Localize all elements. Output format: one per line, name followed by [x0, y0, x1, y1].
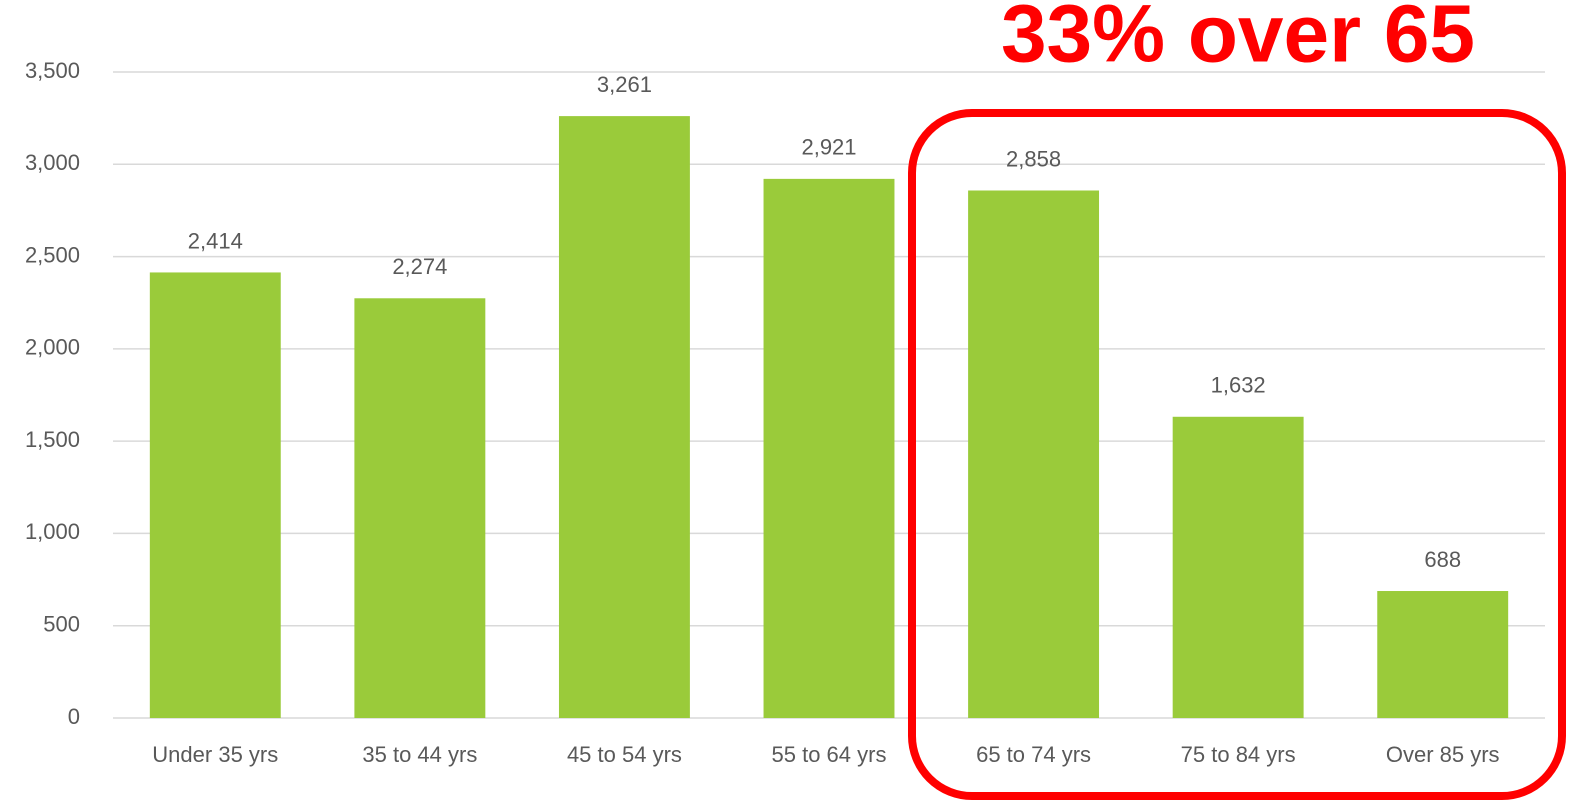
bar	[1172, 416, 1304, 718]
data-label: 2,274	[392, 254, 447, 279]
x-tick-label: 75 to 84 yrs	[1181, 742, 1296, 767]
y-tick-label: 1,000	[25, 519, 80, 544]
x-tick-label: 65 to 74 yrs	[976, 742, 1091, 767]
y-tick-label: 2,000	[25, 335, 80, 360]
data-label: 1,632	[1211, 373, 1266, 398]
bar	[1377, 591, 1509, 718]
y-tick-label: 3,500	[25, 58, 80, 83]
y-tick-label: 500	[43, 612, 80, 637]
x-tick-label: 35 to 44 yrs	[362, 742, 477, 767]
y-tick-label: 3,000	[25, 150, 80, 175]
x-tick-label: Under 35 yrs	[152, 742, 278, 767]
y-tick-label: 0	[68, 704, 80, 729]
data-label: 2,921	[801, 135, 856, 160]
data-label: 2,858	[1006, 146, 1061, 171]
x-tick-label: 55 to 64 yrs	[772, 742, 887, 767]
bar	[149, 272, 281, 718]
y-tick-label: 1,500	[25, 427, 80, 452]
data-label: 2,414	[188, 228, 243, 253]
x-tick-label: 45 to 54 yrs	[567, 742, 682, 767]
highlight-box	[908, 109, 1566, 800]
data-label: 3,261	[597, 72, 652, 97]
y-tick-label: 2,500	[25, 242, 80, 267]
data-label: 688	[1424, 547, 1461, 572]
bar	[354, 298, 486, 718]
x-tick-label: Over 85 yrs	[1386, 742, 1500, 767]
bar	[558, 116, 690, 719]
bar	[968, 190, 1100, 718]
bar	[763, 178, 895, 719]
annotation: 33% over 65	[1001, 0, 1475, 80]
